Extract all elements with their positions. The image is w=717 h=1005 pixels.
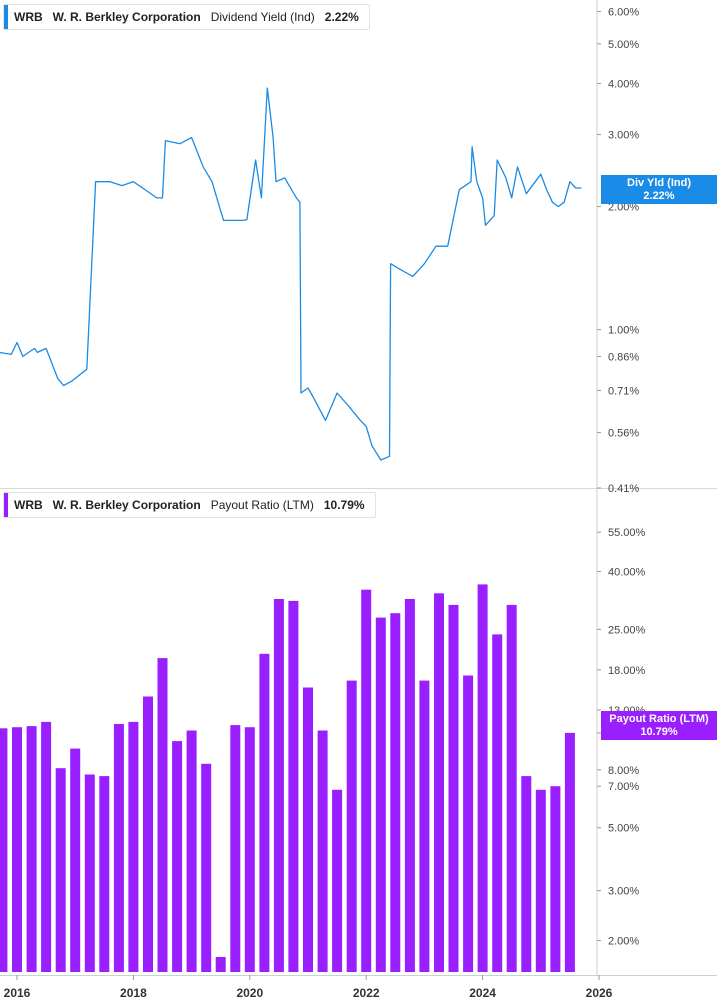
payout-ratio-bar bbox=[273, 599, 284, 972]
payout-ratio-bar bbox=[26, 726, 37, 972]
payout-ratio-bar bbox=[419, 680, 430, 972]
tag-label: Payout Ratio (LTM) bbox=[609, 713, 709, 725]
dividend-yield-value-tag: Div Yld (Ind) 2.22% bbox=[601, 175, 717, 204]
dividend-yield-y-tick-label: 0.56% bbox=[608, 428, 639, 440]
tag-label: Div Yld (Ind) bbox=[627, 177, 691, 189]
dividend-yield-y-tick-label: 0.71% bbox=[608, 385, 639, 397]
payout-ratio-bar bbox=[535, 789, 546, 972]
dividend-yield-y-tick-label: 0.86% bbox=[608, 351, 639, 363]
payout-ratio-bar bbox=[215, 957, 226, 972]
payout-ratio-y-tick-label: 3.00% bbox=[608, 886, 639, 898]
legend-company: W. R. Berkley Corporation bbox=[52, 10, 201, 24]
payout-ratio-bar bbox=[157, 658, 168, 972]
payout-ratio-bar bbox=[172, 741, 183, 972]
tag-value: 10.79% bbox=[640, 726, 678, 738]
dividend-yield-y-tick-label: 5.00% bbox=[608, 39, 639, 51]
payout-ratio-bar bbox=[564, 732, 575, 972]
dividend-yield-axis: 6.00% 5.00% 4.00% 3.00% 2.00% 1.00% 0.86% 0.71%… bbox=[0, 0, 717, 975]
x-axis: 2016 2018 2020 2022 2024 2026 bbox=[0, 975, 717, 1000]
payout-ratio-bar bbox=[12, 727, 22, 972]
x-tick-label: 2026 bbox=[586, 986, 613, 1000]
legend-company: W. R. Berkley Corporation bbox=[52, 498, 201, 512]
payout-ratio-bar bbox=[84, 774, 95, 972]
payout-ratio-bar bbox=[390, 613, 401, 972]
legend-metric: Payout Ratio (LTM) bbox=[210, 498, 314, 512]
x-tick-label: 2024 bbox=[469, 986, 496, 1000]
payout-ratio-bar bbox=[99, 776, 110, 972]
payout-ratio-bar bbox=[201, 763, 212, 972]
payout-ratio-bar bbox=[521, 776, 532, 972]
dividend-yield-legend: WRB W. R. Berkley Corporation Dividend Y… bbox=[3, 4, 370, 30]
payout-ratio-bar bbox=[404, 599, 415, 972]
payout-ratio-bar bbox=[448, 604, 459, 972]
payout-ratio-bar bbox=[463, 675, 474, 972]
payout-ratio-y-tick-label: 18.00% bbox=[608, 665, 646, 677]
payout-ratio-bar bbox=[506, 604, 517, 972]
payout-ratio-bar bbox=[375, 617, 386, 972]
x-tick-label: 2022 bbox=[353, 986, 380, 1000]
payout-ratio-bar bbox=[55, 768, 66, 972]
dividend-yield-y-tick-label: 1.00% bbox=[608, 325, 639, 337]
dividend-yield-y-tick-label: 2.00% bbox=[608, 202, 639, 214]
legend-metric: Dividend Yield (Ind) bbox=[210, 10, 315, 24]
dividend-yield-plot bbox=[0, 87, 582, 461]
payout-ratio-bar bbox=[186, 730, 197, 972]
payout-ratio-bar bbox=[70, 748, 81, 972]
payout-ratio-bar bbox=[477, 584, 488, 972]
payout-ratio-bar bbox=[113, 724, 124, 972]
payout-ratio-y-tick-label: 55.00% bbox=[608, 527, 646, 539]
payout-ratio-y-tick-label: 2.00% bbox=[608, 936, 639, 948]
payout-ratio-bar bbox=[259, 653, 270, 972]
x-tick-label: 2020 bbox=[236, 986, 263, 1000]
dividend-yield-legend-swatch bbox=[4, 5, 8, 29]
dividend-yield-y-tick-label: 0.41% bbox=[608, 483, 639, 495]
dividend-yield-y-tick-label: 6.00% bbox=[608, 6, 639, 18]
payout-ratio-y-tick-label: 5.00% bbox=[608, 823, 639, 835]
x-tick-label: 2018 bbox=[120, 986, 147, 1000]
legend-ticker: WRB bbox=[14, 498, 43, 512]
dividend-yield-series-line bbox=[0, 87, 582, 461]
tag-value: 2.22% bbox=[643, 190, 675, 202]
payout-ratio-bar bbox=[230, 725, 241, 972]
legend-value: 10.79% bbox=[323, 498, 365, 512]
payout-ratio-bar bbox=[332, 789, 343, 972]
payout-ratio-bar bbox=[0, 728, 8, 972]
payout-ratio-bar bbox=[128, 721, 139, 972]
payout-ratio-y-tick-label: 8.00% bbox=[608, 765, 639, 777]
payout-ratio-bar bbox=[41, 721, 52, 972]
payout-ratio-bar bbox=[361, 589, 372, 972]
payout-ratio-y-tick-label: 25.00% bbox=[608, 624, 646, 636]
payout-ratio-bar bbox=[434, 593, 444, 972]
payout-ratio-bar bbox=[143, 696, 153, 972]
payout-ratio-y-tick-label: 40.00% bbox=[608, 566, 646, 578]
payout-ratio-y-tick-label: 7.00% bbox=[608, 781, 639, 793]
payout-ratio-bar bbox=[244, 727, 255, 972]
payout-ratio-value-tag: Payout Ratio (LTM) 10.79% bbox=[601, 711, 717, 740]
legend-ticker: WRB bbox=[14, 10, 43, 24]
dividend-yield-y-tick-label: 3.00% bbox=[608, 130, 639, 142]
legend-value: 2.22% bbox=[324, 10, 359, 24]
dividend-yield-y-tick-label: 4.00% bbox=[608, 78, 639, 90]
payout-ratio-bar bbox=[492, 634, 503, 972]
payout-ratio-legend: WRB W. R. Berkley Corporation Payout Rat… bbox=[3, 492, 376, 518]
payout-ratio-bar bbox=[317, 730, 328, 972]
payout-ratio-bar bbox=[550, 786, 561, 972]
payout-ratio-plot bbox=[0, 584, 575, 972]
payout-ratio-legend-swatch bbox=[4, 493, 8, 517]
x-tick-label: 2016 bbox=[4, 986, 31, 1000]
payout-ratio-bar bbox=[303, 687, 313, 972]
payout-ratio-bar bbox=[288, 600, 299, 972]
payout-ratio-bar bbox=[346, 680, 357, 972]
